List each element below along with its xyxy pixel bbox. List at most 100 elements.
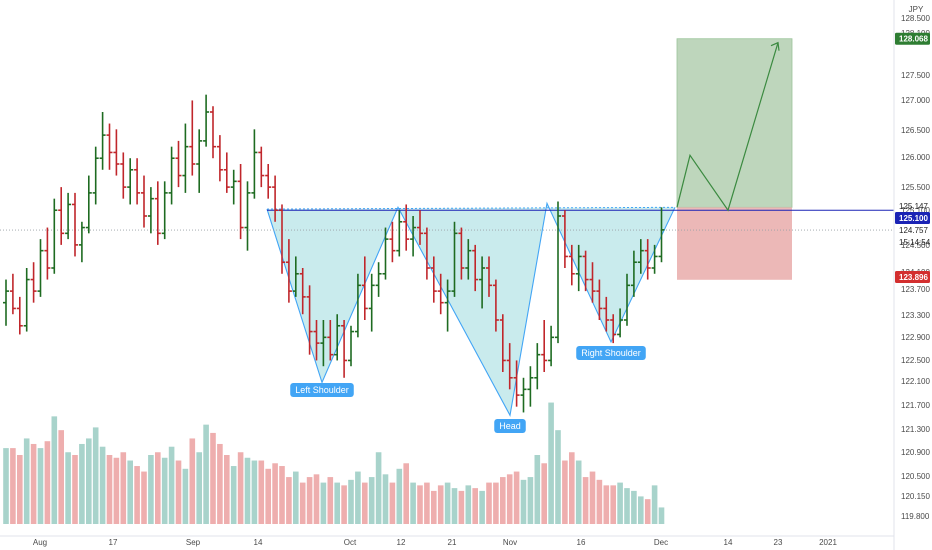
ohlc-bar	[141, 175, 147, 228]
volume-bar	[203, 424, 209, 524]
volume-bar	[355, 471, 361, 524]
projection-path	[676, 41, 780, 212]
volume-bar	[134, 466, 140, 524]
ohlc-bar	[403, 204, 410, 251]
time-tick-label: Dec	[654, 538, 668, 547]
volume-bar	[306, 477, 313, 524]
volume-bar	[265, 468, 271, 524]
ohlc-bar	[223, 152, 230, 193]
time-axis-ticks: Aug 17 Sep 14 Oct 12 21 Nov 16 Dec 14 23 2021	[33, 538, 838, 547]
volume-bar	[362, 482, 368, 524]
volume-bar	[424, 482, 430, 524]
ohlc-bar	[23, 268, 30, 332]
volume-bar	[279, 466, 285, 524]
price-tags: 128.068125.147125.100124.75715:14:54123.…	[895, 32, 931, 283]
volume-bar	[458, 490, 465, 524]
time-tick-label: 2021	[819, 538, 837, 547]
volume-bar	[506, 474, 513, 524]
volume-bar	[99, 446, 106, 524]
price-tick-label: 124.500	[901, 241, 930, 250]
ohlc-bar	[534, 343, 541, 390]
volume-bar	[493, 482, 499, 524]
ohlc-bar	[658, 207, 665, 263]
volume-bar	[465, 485, 472, 524]
volume-bar	[182, 468, 189, 524]
volume-bar	[658, 507, 665, 524]
ohlc-bar	[561, 210, 568, 268]
ohlc-bar	[72, 192, 78, 257]
volume-bar	[10, 448, 16, 524]
volume-bar	[148, 455, 154, 524]
left-shoulder-label-bg	[290, 383, 354, 397]
neckline-tag-text: 125.100	[899, 214, 928, 223]
volume-bar	[244, 457, 251, 524]
ohlc-bar	[313, 320, 320, 361]
ohlc-bar	[44, 227, 51, 280]
volume-bar	[431, 490, 437, 524]
ohlc-bar	[51, 198, 58, 274]
volume-bar	[217, 443, 223, 524]
price-tick-label: 121.700	[901, 401, 930, 410]
volume-bar	[589, 471, 596, 524]
volume-bar	[161, 457, 168, 524]
price-tick-label: 123.300	[901, 311, 930, 320]
time-tick-label: Sep	[186, 538, 201, 547]
volume-bar	[189, 438, 196, 524]
ohlc-bar	[203, 94, 210, 147]
volume-bar	[175, 460, 182, 524]
ohlc-bar	[182, 123, 189, 193]
price-tick-label: 120.500	[901, 472, 930, 481]
volume-bar	[327, 477, 334, 524]
volume-bar	[65, 452, 71, 524]
volume-bar	[513, 471, 520, 524]
head-label-bg	[494, 419, 526, 433]
ohlc-bar	[610, 314, 617, 344]
volume-bar	[210, 432, 216, 524]
volume-bar	[541, 463, 547, 524]
ohlc-bar	[555, 201, 561, 344]
price-tick-label: 119.800	[901, 512, 930, 521]
ohlc-bar	[458, 227, 465, 280]
ohlc-bar	[320, 320, 327, 367]
volume-bar	[575, 460, 582, 524]
volume-bar	[168, 446, 175, 524]
ohlc-bar	[251, 129, 258, 199]
volume-bar	[389, 482, 396, 524]
ohlc-bar	[410, 216, 417, 257]
volume-bar	[596, 479, 603, 524]
volume-bar	[106, 455, 113, 524]
ohlc-bar	[237, 164, 244, 240]
ohlc-bar	[161, 181, 168, 240]
volume-bar	[624, 488, 630, 524]
ohlc-bar	[210, 106, 216, 159]
time-tick-label: Aug	[33, 538, 47, 547]
pattern-top-line	[266, 206, 676, 210]
right-shoulder-label-bg	[576, 346, 646, 360]
price-tick-label: 121.300	[901, 425, 930, 434]
ohlc-bar	[637, 239, 644, 274]
pattern-labels: Left Shoulder Head Right Shoulder	[290, 346, 646, 433]
head-label: Head	[494, 419, 526, 433]
ohlc-bar	[575, 244, 582, 292]
volume-bar	[23, 438, 30, 524]
volume-bar	[92, 427, 99, 524]
volume-bar	[341, 485, 347, 524]
ohlc-bar	[120, 152, 127, 199]
time-tick-label: 17	[109, 538, 118, 547]
volume-bar	[44, 441, 51, 524]
left-shoulder-label-text: Left Shoulder	[295, 385, 349, 395]
price-tick-label: 122.500	[901, 356, 930, 365]
ohlc-bar	[327, 320, 334, 361]
volume-bar	[141, 471, 147, 524]
price-tick-label: 120.900	[901, 448, 930, 457]
ohlc-bar	[644, 239, 651, 280]
ohlc-bar	[58, 187, 65, 245]
ohlc-bar	[541, 320, 548, 372]
time-tick-label: 14	[254, 538, 263, 547]
ohlc-bar	[548, 325, 555, 367]
volume-bar	[127, 460, 133, 524]
volume-bar	[51, 416, 58, 524]
volume-bar	[569, 452, 575, 524]
time-tick-label: 12	[397, 538, 406, 547]
